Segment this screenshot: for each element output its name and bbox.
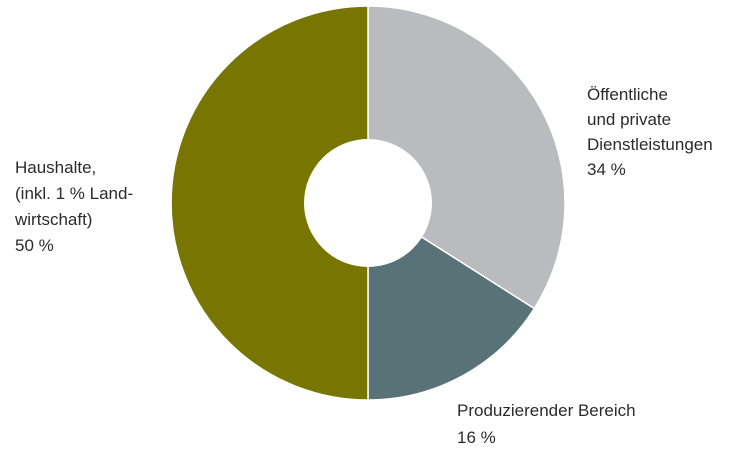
label-haushalte-line-1: Haushalte, [15, 158, 96, 177]
label-dienstleistungen-line-2: und private [587, 110, 671, 129]
label-dienstleistungen-line-3: Dienstleistungen [587, 135, 713, 154]
label-produzierender-bereich-value: 16 % [457, 428, 496, 447]
donut-slice-1 [367, 201, 536, 401]
donut-slice-2 [170, 5, 369, 401]
label-haushalte-line-2: (inkl. 1 % Land- [15, 184, 133, 203]
label-haushalte-value: 50 % [15, 236, 54, 255]
label-dienstleistungen-value: 34 % [587, 160, 626, 179]
label-produzierender-bereich: Produzierender Bereich 16 % [457, 401, 636, 447]
label-haushalte: Haushalte, (inkl. 1 % Land- wirtschaft) … [14, 158, 133, 255]
label-produzierender-bereich-line-1: Produzierender Bereich [457, 401, 636, 420]
donut-hole [304, 139, 432, 267]
label-dienstleistungen: Öffentliche und private Dienstleistungen… [587, 85, 713, 179]
label-haushalte-line-3: wirtschaft) [14, 210, 92, 229]
label-dienstleistungen-line-1: Öffentliche [587, 85, 668, 104]
